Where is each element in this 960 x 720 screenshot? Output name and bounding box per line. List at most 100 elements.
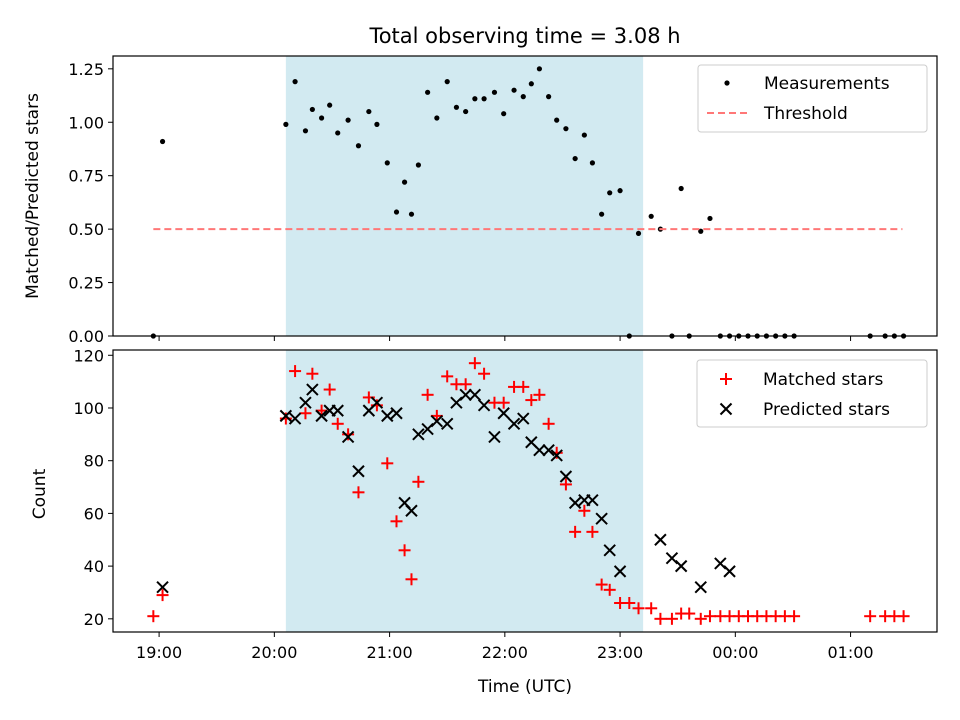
y-tick-label: 0.50 (68, 220, 104, 239)
bottom-legend-box (696, 359, 928, 428)
matched-point (412, 475, 425, 488)
measurement-point (599, 211, 605, 217)
matched-point (306, 367, 319, 380)
matched-point (897, 610, 910, 623)
predicted-point (533, 443, 546, 457)
matched-point (665, 612, 678, 625)
predicted-point (613, 565, 627, 578)
predicted-point (723, 565, 736, 578)
y-tick-label: 100 (73, 399, 104, 418)
y-tick-label: 0.00 (68, 327, 104, 346)
matched-point (542, 417, 555, 430)
predicted-point (156, 580, 169, 594)
top-panel: 0.00 0.25 0.50 0.75 1.00 1.25 Matched/Predict… (23, 55, 938, 346)
y-tick-label: 0.25 (68, 274, 104, 293)
predicted-point (441, 417, 454, 431)
x-tick-label: 21:00 (367, 643, 413, 662)
x-tick-label: 22:00 (482, 643, 528, 662)
measurement-point (366, 108, 372, 115)
matched-point (559, 478, 572, 491)
measurement-point (327, 102, 333, 108)
predicted-point (507, 417, 521, 431)
y-tick-label: 0.75 (68, 167, 104, 186)
measurement-point (355, 143, 362, 149)
matched-point (603, 583, 616, 596)
predicted-point (405, 504, 418, 517)
predicted-point (559, 470, 573, 483)
matched-point (352, 486, 365, 499)
top-shaded-span (285, 56, 644, 336)
measurement-point (607, 190, 613, 196)
bottom-y-axis-label: Count (30, 468, 50, 519)
legend-matched-marker (720, 373, 732, 385)
matched-point (147, 610, 160, 623)
legend-measurements-marker (724, 80, 730, 86)
matched-point (694, 612, 707, 625)
measurement-point (453, 104, 460, 110)
measurement-point (546, 94, 552, 100)
measurement-point (444, 79, 450, 85)
measurement-point (554, 117, 560, 123)
measurement-point (434, 115, 440, 121)
legend-measurements-label: Measurements (764, 74, 890, 94)
matched-point (788, 610, 801, 623)
matched-point (299, 407, 312, 420)
measurement-point (648, 213, 654, 219)
matched-point (645, 602, 658, 615)
measurement-point (698, 228, 704, 234)
measurement-point (520, 94, 526, 100)
y-tick-label: 120 (73, 346, 104, 365)
top-plot-frame (112, 55, 938, 337)
matched-point (703, 610, 716, 623)
matched-point (569, 525, 582, 538)
measurement-point (589, 160, 596, 166)
matched-point (289, 365, 302, 378)
predicted-point (468, 388, 482, 402)
predicted-point (674, 559, 688, 573)
predicted-point (315, 409, 328, 423)
measurement-point (472, 96, 478, 102)
measurement-point (635, 230, 642, 237)
predicted-point (288, 412, 302, 425)
measurement-point (425, 89, 431, 95)
matched-point (533, 388, 546, 401)
figure-title: Total observing time = 3.08 h (368, 24, 680, 48)
predicted-point (550, 449, 563, 462)
matched-point (390, 515, 403, 528)
predicted-point (694, 580, 707, 594)
matched-point (398, 544, 411, 557)
measurement-point (318, 115, 325, 121)
measurement-point (384, 160, 390, 166)
predicted-point (352, 465, 365, 478)
matched-point (468, 357, 481, 370)
x-tick-label: 19:00 (136, 643, 182, 662)
y-tick-label: 1.25 (68, 60, 104, 79)
matched-point (632, 602, 645, 615)
matched-point (623, 597, 636, 610)
measurement-point (463, 108, 469, 115)
measurement-point (481, 96, 487, 102)
predicted-point (603, 544, 616, 557)
measurement-point (491, 89, 498, 95)
bottom-plot-frame (112, 349, 938, 633)
predicted-point (412, 428, 425, 441)
matched-point (497, 396, 510, 409)
x-tick-label: 01:00 (828, 643, 874, 662)
matched-point (381, 457, 394, 470)
measurement-point (302, 128, 309, 134)
measurement-point (617, 188, 623, 194)
top-legend: Measurements Threshold (697, 64, 928, 133)
matched-point (441, 370, 454, 383)
matched-point (156, 589, 169, 602)
predicted-point (595, 512, 608, 525)
x-tick-label: 23:00 (597, 643, 643, 662)
predicted-point (381, 409, 394, 423)
measurement-point (501, 111, 507, 117)
predicted-point (568, 496, 582, 510)
measurement-point (309, 106, 315, 113)
measurement-point (393, 209, 400, 215)
matched-point (683, 607, 696, 620)
bottom-marks (147, 357, 910, 625)
predicted-point (341, 430, 355, 444)
